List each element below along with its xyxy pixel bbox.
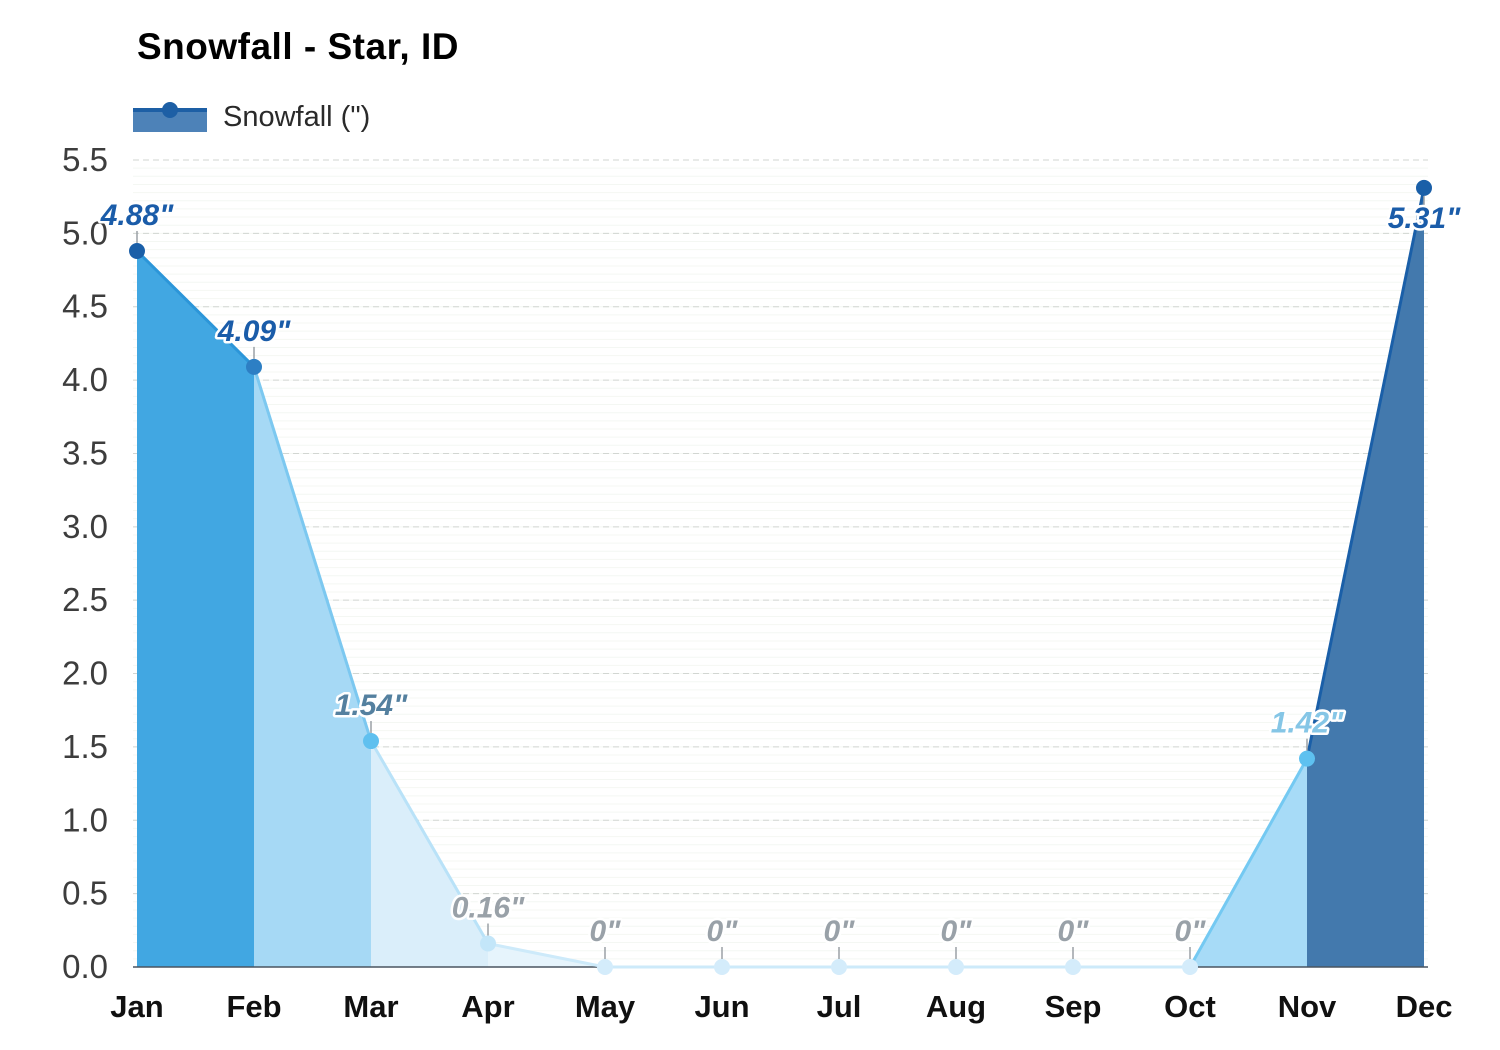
y-axis-tick-label: 5.5	[62, 141, 108, 178]
data-point-label-Nov: 1.42"	[1271, 707, 1344, 740]
series-line-segment	[1188, 757, 1309, 969]
series-line-segment	[135, 249, 256, 369]
chart-title: Snowfall - Star, ID	[137, 26, 459, 67]
y-axis-tick-label: 2.5	[62, 581, 108, 618]
data-point-label-Oct: 0"	[1175, 915, 1207, 948]
data-point-marker-Feb[interactable]	[246, 358, 262, 375]
legend-label: Snowfall (")	[223, 101, 371, 133]
data-point-label-Jan: 4.88"	[100, 199, 174, 232]
area-segment-Jan-Feb	[137, 250, 254, 967]
y-axis-tick-label: 1.0	[62, 801, 108, 838]
y-axis-tick-label: 4.0	[62, 361, 108, 398]
data-point-marker-Nov[interactable]	[1299, 750, 1315, 767]
data-point-marker-Apr[interactable]	[480, 935, 496, 952]
y-axis-tick-label: 3.0	[62, 508, 108, 545]
x-axis-month-label: Jan	[110, 989, 163, 1024]
data-point-marker-Sep[interactable]	[1065, 959, 1081, 975]
x-axis-month-label: Dec	[1396, 989, 1453, 1024]
series-line-segment	[486, 942, 607, 969]
y-axis-tick-label: 5.0	[62, 214, 108, 251]
x-axis-month-label: Nov	[1278, 989, 1337, 1024]
data-point-label-Sep: 0"	[1058, 915, 1090, 948]
data-point-marker-Jun[interactable]	[714, 959, 730, 975]
area-segment-Mar-Apr	[371, 741, 488, 967]
y-axis-tick-label: 3.5	[62, 434, 108, 471]
series-line-segment	[369, 739, 490, 946]
data-point-label-Dec: 5.31"	[1388, 202, 1461, 235]
y-axis-tick-label: 1.5	[62, 728, 108, 765]
data-point-marker-Jan[interactable]	[129, 242, 145, 259]
x-axis-month-label: Feb	[226, 989, 281, 1024]
y-axis-tick-label: 0.5	[62, 875, 108, 912]
data-point-marker-Dec[interactable]	[1416, 179, 1432, 196]
series-line-segment	[1305, 186, 1426, 761]
x-axis-month-label: Sep	[1045, 989, 1102, 1024]
data-point-marker-Oct[interactable]	[1182, 959, 1198, 975]
x-axis-month-label: Jul	[817, 989, 862, 1024]
data-point-label-May: 0"	[590, 915, 622, 948]
data-point-marker-May[interactable]	[597, 959, 613, 975]
data-point-label-Mar: 1.54"	[335, 689, 408, 722]
legend: Snowfall (")	[133, 100, 370, 133]
data-point-label-Aug: 0"	[941, 915, 973, 948]
y-axis-tick-label: 4.5	[62, 288, 108, 325]
y-axis-tick-label: 2.0	[62, 655, 108, 692]
area-segment-Nov-Dec	[1307, 187, 1424, 968]
legend-swatch-icon	[133, 102, 207, 132]
series-line-segment	[252, 365, 373, 743]
x-axis-month-label: May	[575, 989, 636, 1024]
data-point-label-Apr: 0.16"	[452, 892, 525, 925]
data-point-marker-Aug[interactable]	[948, 959, 964, 975]
data-point-label-Feb: 4.09"	[217, 315, 291, 348]
data-point-marker-Jul[interactable]	[831, 959, 847, 975]
area-segment-Feb-Mar	[254, 366, 371, 967]
x-axis-month-label: Jun	[694, 989, 749, 1024]
data-point-marker-Mar[interactable]	[363, 733, 379, 750]
x-axis-month-label: Apr	[461, 989, 514, 1024]
data-point-label-Jun: 0"	[707, 915, 739, 948]
data-point-label-Jul: 0"	[824, 915, 856, 948]
y-axis-tick-label: 0.0	[62, 948, 108, 985]
x-axis-month-label: Aug	[926, 989, 986, 1024]
x-axis-month-label: Oct	[1164, 989, 1216, 1024]
x-axis-month-label: Mar	[343, 989, 398, 1024]
